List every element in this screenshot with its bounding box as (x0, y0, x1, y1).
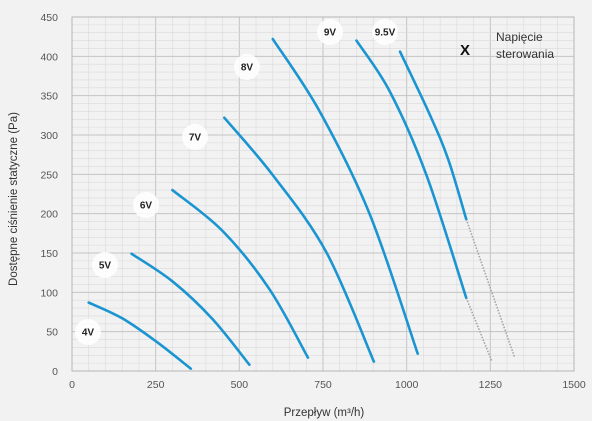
series-label-badge (92, 252, 118, 278)
series-line-4V (87, 301, 193, 370)
grid (71, 16, 575, 372)
series-lines (87, 37, 468, 370)
series-line-9.5V (398, 50, 468, 221)
y-tick-label: 350 (40, 91, 58, 103)
legend-symbol: X (460, 42, 470, 59)
y-tick-labels: 0 50 100 150 200 250 300 350 400 450 (40, 12, 58, 378)
y-tick-label: 50 (46, 327, 58, 339)
series-line-7V (222, 116, 376, 363)
series-label-badge (317, 19, 343, 45)
series-label-9V: 9V (324, 28, 337, 39)
extension-line (465, 297, 493, 362)
y-tick-label: 300 (40, 130, 58, 142)
legend-label-line2: sterowania (496, 47, 554, 61)
axis-frame (71, 16, 575, 372)
series-label-badge (75, 319, 101, 345)
x-axis-title: Przepływ (m³/h) (284, 407, 365, 419)
series-line-8V (271, 37, 420, 355)
series-label-7V: 7V (189, 133, 202, 144)
series-label-6V: 6V (140, 201, 153, 212)
extension-line (465, 218, 516, 358)
y-tick-label: 0 (52, 366, 58, 378)
x-tick-label: 1000 (395, 379, 419, 391)
series-line-9V (355, 39, 468, 300)
series-label-badge (133, 192, 159, 218)
y-tick-label: 400 (40, 51, 58, 63)
y-tick-label: 200 (40, 209, 58, 221)
legend: X Napięcie sterowania (460, 30, 554, 61)
series-label-5V: 5V (99, 261, 112, 272)
series-line-5V (130, 252, 251, 367)
x-tick-label: 500 (231, 379, 249, 391)
y-tick-label: 150 (40, 248, 58, 260)
x-tick-label: 0 (69, 379, 75, 391)
y-tick-label: 450 (40, 12, 58, 24)
y-axis-title: Dostępne ciśnienie statyczne (Pa) (8, 112, 20, 286)
x-tick-label: 1500 (562, 379, 586, 391)
series-label-badge (182, 124, 208, 150)
series-label-9.5V: 9.5V (375, 28, 396, 39)
legend-label-line1: Napięcie (496, 30, 543, 44)
y-tick-label: 100 (40, 287, 58, 299)
extension-lines (465, 218, 516, 362)
series-line-6V (171, 188, 310, 359)
x-tick-label: 1250 (479, 379, 503, 391)
series-label-badge (234, 54, 260, 80)
x-tick-label: 750 (314, 379, 332, 391)
x-tick-labels: 0 250 500 750 1000 1250 1500 (69, 379, 586, 391)
series-labels: 4V 5V 6V 7V 8V 9V 9.5V (75, 19, 398, 345)
series-label-4V: 4V (82, 328, 95, 339)
x-tick-label: 250 (147, 379, 165, 391)
y-tick-label: 250 (40, 169, 58, 181)
plot-border (71, 16, 575, 372)
series-label-8V: 8V (241, 63, 254, 74)
series-label-badge (372, 19, 398, 45)
